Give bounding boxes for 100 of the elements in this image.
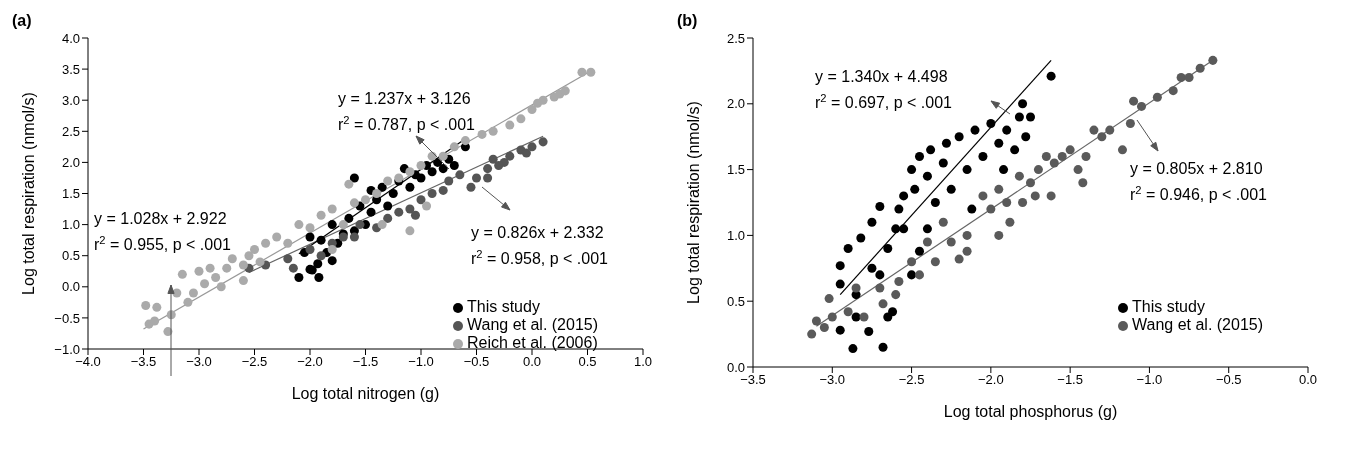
point — [249, 244, 260, 254]
point — [922, 171, 932, 181]
point — [914, 270, 925, 280]
point — [360, 195, 371, 205]
point — [1073, 165, 1083, 175]
point — [327, 204, 337, 214]
point — [471, 173, 482, 183]
point — [1014, 112, 1024, 122]
point — [305, 223, 315, 233]
point — [1089, 125, 1099, 135]
point — [1208, 55, 1218, 65]
point — [835, 279, 845, 289]
point — [1152, 92, 1162, 102]
point — [835, 325, 845, 335]
point — [1002, 125, 1012, 135]
y-tick-label: 0.0 — [61, 279, 80, 295]
point — [483, 164, 493, 174]
point — [494, 161, 504, 171]
point — [1195, 63, 1205, 73]
x-tick-label: −2.0 — [978, 372, 1004, 388]
point — [962, 165, 972, 175]
point — [438, 151, 448, 161]
x-tick-label: −2.0 — [297, 354, 323, 370]
point — [978, 151, 988, 161]
point — [922, 237, 932, 247]
point — [843, 244, 853, 254]
point — [200, 279, 210, 289]
point — [188, 288, 198, 298]
point — [305, 232, 315, 242]
point — [527, 105, 537, 115]
point — [878, 299, 888, 309]
point — [1057, 151, 1067, 161]
point — [416, 161, 426, 171]
point — [349, 198, 359, 208]
point — [327, 244, 337, 254]
point — [483, 173, 493, 183]
legend-label: This study — [467, 298, 540, 315]
point — [238, 260, 248, 270]
point — [1125, 119, 1135, 129]
x-tick-label: −4.0 — [75, 354, 101, 370]
point — [383, 213, 393, 223]
point — [894, 276, 904, 286]
point — [416, 195, 426, 205]
point — [1184, 72, 1194, 82]
point — [1049, 158, 1059, 168]
point — [294, 272, 304, 282]
y-tick-label: 0.5 — [61, 248, 80, 264]
point — [1018, 197, 1028, 208]
x-tick-label: −2.5 — [898, 372, 925, 388]
point — [930, 257, 940, 267]
point — [875, 201, 885, 211]
point — [327, 256, 337, 266]
annotation: y = 1.340x + 4.498 r$^{2}$ = 0.697, p < .001 — [815, 68, 953, 111]
x-tick-label: −1.5 — [1057, 372, 1083, 388]
point — [316, 235, 326, 245]
point — [856, 233, 866, 243]
point — [946, 237, 956, 247]
point — [1002, 197, 1012, 208]
point — [516, 114, 526, 124]
point — [986, 119, 996, 129]
point — [891, 224, 901, 234]
point — [811, 316, 821, 326]
point — [177, 269, 187, 279]
point — [405, 204, 415, 214]
point — [914, 246, 925, 256]
point — [941, 138, 951, 148]
point — [416, 173, 426, 183]
point — [438, 185, 448, 195]
point — [1176, 72, 1186, 82]
point — [1030, 191, 1040, 201]
point — [994, 138, 1004, 148]
point — [505, 151, 515, 161]
point — [288, 263, 298, 273]
point — [1168, 86, 1178, 96]
x-tick-label: 0.0 — [522, 354, 542, 370]
point — [1021, 132, 1031, 142]
annotation: y = 0.805x + 2.810 r$^{2}$ = 0.946, p < .001 — [1130, 160, 1268, 203]
point — [314, 272, 324, 282]
point — [449, 161, 459, 171]
point — [294, 220, 304, 230]
point — [488, 154, 498, 164]
point — [954, 254, 964, 264]
point — [891, 290, 901, 300]
annotation: y = 1.028x + 2.922 r$^{2}$ = 0.955, p < .001 — [94, 210, 232, 253]
point — [427, 167, 437, 177]
point — [405, 226, 415, 236]
point — [183, 297, 193, 307]
point — [1010, 145, 1020, 155]
point — [338, 220, 348, 230]
point — [349, 232, 359, 242]
legend-label: This study — [1132, 298, 1205, 315]
point — [372, 188, 382, 199]
x-tick-label: −1.5 — [352, 354, 379, 370]
point — [538, 137, 548, 147]
legend-label: Reich et al. (2006) — [467, 334, 598, 351]
point — [460, 136, 470, 146]
point — [878, 342, 888, 352]
y-tick-label: 1.0 — [726, 228, 745, 244]
x-tick-label: −3.5 — [130, 354, 157, 370]
point — [986, 204, 996, 214]
